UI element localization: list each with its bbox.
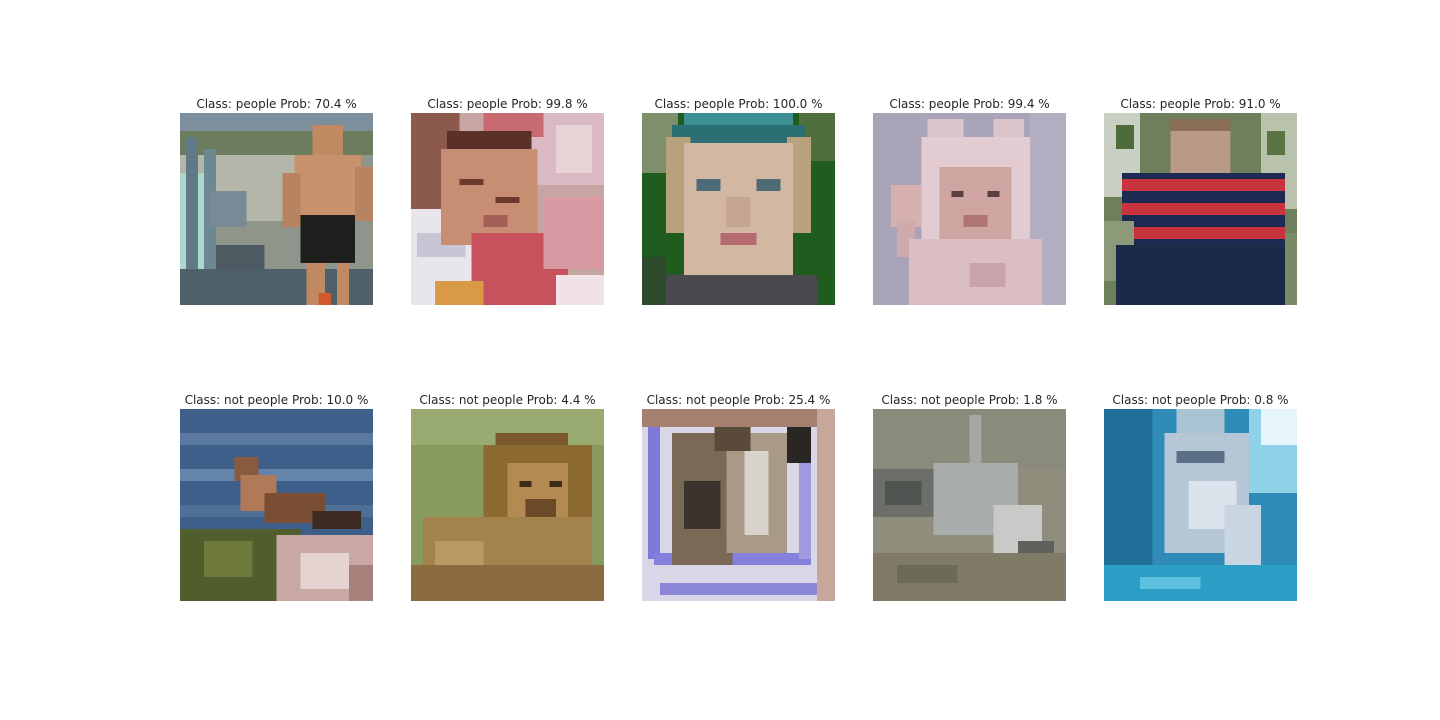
tile-shark: Class: not people Prob: 0.8 % xyxy=(1104,392,1297,602)
tile-image-bird-on-rock xyxy=(180,409,373,601)
tile-caption: Class: people Prob: 70.4 % xyxy=(196,97,357,111)
tile-boy-striped-shirt: Class: people Prob: 91.0 % xyxy=(1104,96,1297,306)
tile-image-gray-animal xyxy=(873,409,1066,601)
tile-caption: Class: not people Prob: 0.8 % xyxy=(1112,393,1289,407)
tile-image-sleeping-baby xyxy=(411,113,604,305)
tile-image-lion xyxy=(411,409,604,601)
tile-shirtless-man: Class: people Prob: 70.4 % xyxy=(180,96,373,306)
tile-caption: Class: people Prob: 99.8 % xyxy=(427,97,588,111)
tile-image-shirtless-man xyxy=(180,113,373,305)
tile-caption: Class: people Prob: 91.0 % xyxy=(1120,97,1281,111)
tile-caption: Class: not people Prob: 1.8 % xyxy=(881,393,1058,407)
tile-image-baby-pink-hood xyxy=(873,113,1066,305)
tile-caption: Class: not people Prob: 4.4 % xyxy=(419,393,596,407)
tile-image-boy-striped-shirt xyxy=(1104,113,1297,305)
tile-image-child-face xyxy=(642,113,835,305)
tile-caption: Class: not people Prob: 10.0 % xyxy=(184,393,369,407)
tile-baby-pink-hood: Class: people Prob: 99.4 % xyxy=(873,96,1066,306)
tile-caption: Class: not people Prob: 25.4 % xyxy=(646,393,831,407)
tile-lion: Class: not people Prob: 4.4 % xyxy=(411,392,604,602)
tile-bird-on-rock: Class: not people Prob: 10.0 % xyxy=(180,392,373,602)
tile-child-face: Class: people Prob: 100.0 % xyxy=(642,96,835,306)
tile-image-shark xyxy=(1104,409,1297,601)
tile-caption: Class: people Prob: 99.4 % xyxy=(889,97,1050,111)
tile-caption: Class: people Prob: 100.0 % xyxy=(654,97,823,111)
tile-sleeping-baby: Class: people Prob: 99.8 % xyxy=(411,96,604,306)
tile-image-wolf xyxy=(642,409,835,601)
tile-gray-animal: Class: not people Prob: 1.8 % xyxy=(873,392,1066,602)
tile-wolf: Class: not people Prob: 25.4 % xyxy=(642,392,835,602)
